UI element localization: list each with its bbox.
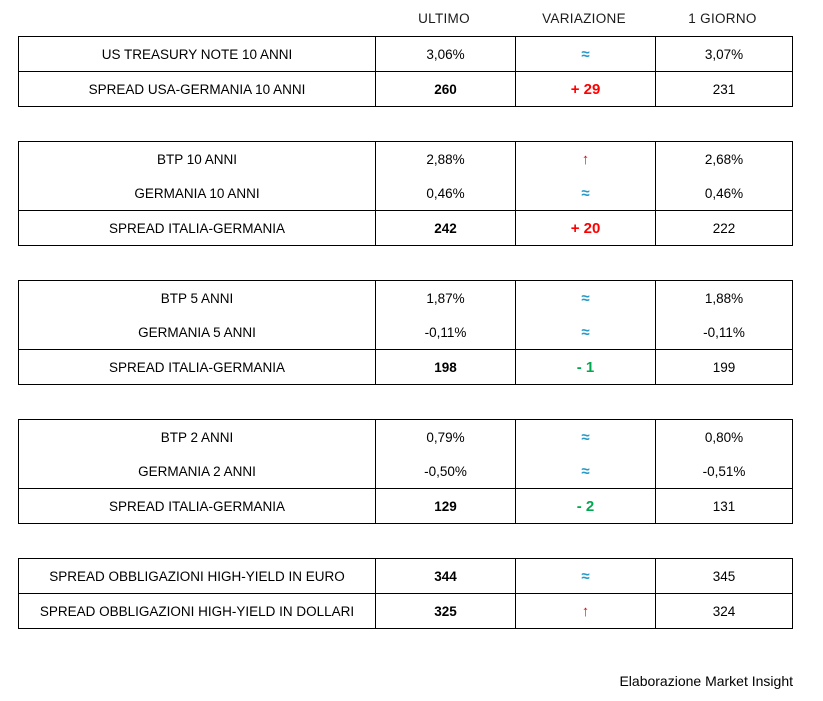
giorno-value: 222	[655, 211, 792, 245]
ultimo-value: 260	[375, 72, 515, 106]
ultimo-value: 2,88%	[375, 142, 515, 176]
row-label: BTP 5 ANNI	[160, 290, 234, 306]
spread-row-box: SPREAD ITALIA-GERMANIA 129 - 2 131	[18, 488, 793, 524]
variazione-value: ≈	[515, 454, 655, 488]
spread-row-box: SPREAD OBBLIGAZIONI HIGH-YIELD IN EURO 3…	[18, 558, 793, 594]
table-row: SPREAD ITALIA-GERMANIA 129 - 2 131	[19, 489, 792, 523]
ultimo-value: 0,79%	[375, 420, 515, 454]
ultimo-value: 198	[375, 350, 515, 384]
table-row: SPREAD OBBLIGAZIONI HIGH-YIELD IN DOLLAR…	[19, 594, 792, 628]
variazione-value: + 20	[515, 211, 655, 245]
table-row: BTP 2 ANNI 0,79% ≈ 0,80%	[19, 420, 792, 454]
table-row: GERMANIA 10 ANNI 0,46% ≈ 0,46%	[19, 176, 792, 210]
column-header-variazione: VARIAZIONE	[542, 10, 626, 26]
ultimo-value: 3,06%	[375, 37, 515, 71]
spread-row-box: SPREAD ITALIA-GERMANIA 198 - 1 199	[18, 349, 793, 385]
row-label: SPREAD USA-GERMANIA 10 ANNI	[88, 81, 306, 97]
table-row: BTP 10 ANNI 2,88% ↑ 2,68%	[19, 142, 792, 176]
ultimo-value: 1,87%	[375, 281, 515, 315]
rates-tables: US TREASURY NOTE 10 ANNI 3,06% ≈ 3,07% S…	[18, 36, 793, 629]
giorno-value: -0,11%	[655, 315, 792, 349]
variazione-value: + 29	[515, 72, 655, 106]
rates-table: SPREAD OBBLIGAZIONI HIGH-YIELD IN EURO 3…	[18, 558, 793, 629]
column-headers: ULTIMO VARIAZIONE 1 GIORNO	[18, 6, 793, 30]
row-label: SPREAD OBBLIGAZIONI HIGH-YIELD IN DOLLAR…	[39, 603, 355, 619]
giorno-value: 324	[655, 594, 792, 628]
rates-table: BTP 2 ANNI 0,79% ≈ 0,80% GERMANIA 2 ANNI…	[18, 419, 793, 524]
row-label: SPREAD ITALIA-GERMANIA	[108, 359, 286, 375]
table-row: SPREAD ITALIA-GERMANIA 242 + 20 222	[19, 211, 792, 245]
giorno-value: 345	[655, 559, 792, 593]
rates-group-box: BTP 10 ANNI 2,88% ↑ 2,68% GERMANIA 10 AN…	[18, 141, 793, 211]
giorno-value: 1,88%	[655, 281, 792, 315]
ultimo-value: 0,46%	[375, 176, 515, 210]
ultimo-value: 344	[375, 559, 515, 593]
row-label: GERMANIA 5 ANNI	[138, 324, 256, 340]
ultimo-value: 242	[375, 211, 515, 245]
giorno-value: 231	[655, 72, 792, 106]
variazione-value: ↑	[515, 142, 655, 176]
variazione-value: ≈	[515, 315, 655, 349]
variazione-value: ≈	[515, 281, 655, 315]
rates-table: BTP 10 ANNI 2,88% ↑ 2,68% GERMANIA 10 AN…	[18, 141, 793, 246]
giorno-value: -0,51%	[655, 454, 792, 488]
table-row: GERMANIA 2 ANNI -0,50% ≈ -0,51%	[19, 454, 792, 488]
giorno-value: 0,46%	[655, 176, 792, 210]
table-row: SPREAD OBBLIGAZIONI HIGH-YIELD IN EURO 3…	[19, 559, 792, 593]
column-header-giorno: 1 GIORNO	[688, 10, 757, 26]
variazione-value: ≈	[515, 420, 655, 454]
row-label: US TREASURY NOTE 10 ANNI	[101, 46, 293, 62]
ultimo-value: 325	[375, 594, 515, 628]
giorno-value: 199	[655, 350, 792, 384]
table-row: SPREAD USA-GERMANIA 10 ANNI 260 + 29 231	[19, 72, 792, 106]
ultimo-value: -0,11%	[375, 315, 515, 349]
column-header-ultimo: ULTIMO	[418, 10, 470, 26]
ultimo-value: -0,50%	[375, 454, 515, 488]
variazione-value: ≈	[515, 559, 655, 593]
variazione-value: - 1	[515, 350, 655, 384]
table-row: US TREASURY NOTE 10 ANNI 3,06% ≈ 3,07%	[19, 37, 792, 71]
row-label: GERMANIA 2 ANNI	[138, 463, 256, 479]
row-label: BTP 2 ANNI	[160, 429, 234, 445]
giorno-value: 3,07%	[655, 37, 792, 71]
ultimo-value: 129	[375, 489, 515, 523]
giorno-value: 131	[655, 489, 792, 523]
giorno-value: 0,80%	[655, 420, 792, 454]
table-row: BTP 5 ANNI 1,87% ≈ 1,88%	[19, 281, 792, 315]
table-row: SPREAD ITALIA-GERMANIA 198 - 1 199	[19, 350, 792, 384]
table-row: GERMANIA 5 ANNI -0,11% ≈ -0,11%	[19, 315, 792, 349]
variazione-value: ≈	[515, 37, 655, 71]
row-label: SPREAD ITALIA-GERMANIA	[108, 498, 286, 514]
spread-row-box: SPREAD USA-GERMANIA 10 ANNI 260 + 29 231	[18, 71, 793, 107]
variazione-value: ≈	[515, 176, 655, 210]
row-label: BTP 10 ANNI	[156, 151, 238, 167]
spread-row-box: SPREAD ITALIA-GERMANIA 242 + 20 222	[18, 210, 793, 246]
variazione-value: - 2	[515, 489, 655, 523]
row-label: GERMANIA 10 ANNI	[134, 185, 260, 201]
rates-table: US TREASURY NOTE 10 ANNI 3,06% ≈ 3,07% S…	[18, 36, 793, 107]
giorno-value: 2,68%	[655, 142, 792, 176]
rates-group-box: BTP 2 ANNI 0,79% ≈ 0,80% GERMANIA 2 ANNI…	[18, 419, 793, 489]
rates-table: BTP 5 ANNI 1,87% ≈ 1,88% GERMANIA 5 ANNI…	[18, 280, 793, 385]
rates-group-box: US TREASURY NOTE 10 ANNI 3,06% ≈ 3,07%	[18, 36, 793, 72]
row-label: SPREAD OBBLIGAZIONI HIGH-YIELD IN EURO	[49, 568, 345, 584]
credit-text: Elaborazione Market Insight	[619, 673, 793, 689]
variazione-value: ↑	[515, 594, 655, 628]
row-label: SPREAD ITALIA-GERMANIA	[108, 220, 286, 236]
rates-group-box: BTP 5 ANNI 1,87% ≈ 1,88% GERMANIA 5 ANNI…	[18, 280, 793, 350]
spread-row-box: SPREAD OBBLIGAZIONI HIGH-YIELD IN DOLLAR…	[18, 593, 793, 629]
